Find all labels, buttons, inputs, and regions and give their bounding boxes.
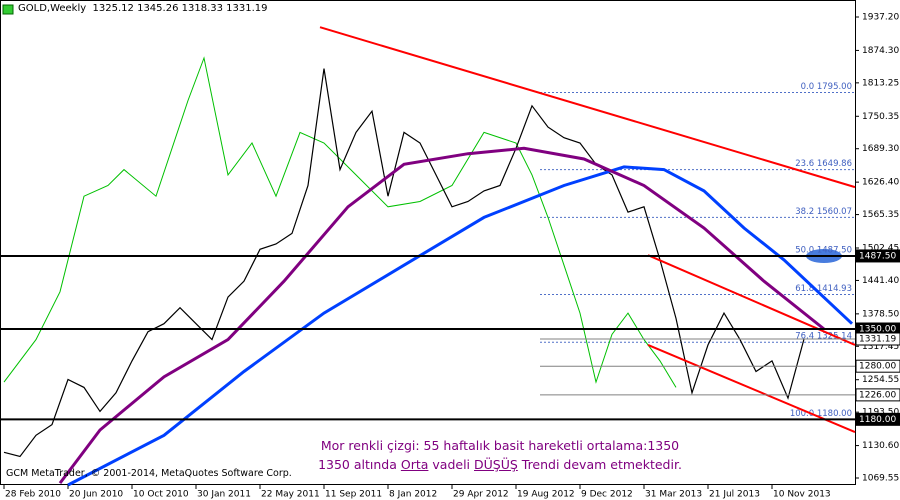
x-tick-label: 8 Jan 2012 bbox=[389, 490, 437, 500]
open: 1325.12 bbox=[92, 3, 134, 14]
x-tick-label: 11 Sep 2011 bbox=[325, 490, 382, 500]
x-tick-label: 19 Aug 2012 bbox=[517, 490, 575, 500]
y-tick-label: 1317.45 bbox=[862, 342, 899, 352]
annotation: Mor renkli çizgi: 55 haftalık basit hare… bbox=[240, 436, 760, 474]
plot-frame bbox=[0, 0, 856, 485]
annotation-line: Mor renkli çizgi: 55 haftalık basit hare… bbox=[320, 438, 680, 453]
y-tick-label: 1565.35 bbox=[862, 210, 899, 220]
text: vadeli bbox=[428, 457, 474, 472]
fib-label: 100.0 1180.00 bbox=[790, 409, 852, 419]
x-tick-label: 10 Nov 2013 bbox=[773, 490, 831, 500]
x-tick-label: 31 Mar 2013 bbox=[645, 490, 702, 500]
level-label-box bbox=[855, 359, 900, 373]
y-tick-label: 1378.50 bbox=[862, 309, 899, 319]
series-line bbox=[58, 146, 825, 485]
level-label: 1180.00 bbox=[859, 415, 896, 425]
y-tick-label: 1130.60 bbox=[862, 441, 899, 451]
y-tick-label: 1254.55 bbox=[862, 375, 899, 385]
fib-label: 61.8 1414.93 bbox=[795, 284, 852, 294]
text: Trendi devam etmektedir. bbox=[517, 457, 682, 472]
symbol: GOLD,Weekly bbox=[18, 3, 87, 14]
x-tick-label: 9 Dec 2012 bbox=[581, 490, 633, 500]
x-tick-label: 20 Jun 2010 bbox=[69, 490, 123, 500]
x-tick-label: 10 Oct 2010 bbox=[133, 490, 189, 500]
level-label: 1331.19 bbox=[859, 334, 896, 344]
level-label-box bbox=[855, 332, 900, 346]
series-line bbox=[67, 165, 854, 487]
low: 1318.33 bbox=[181, 3, 223, 14]
text: DÜŞÜŞ bbox=[474, 457, 518, 472]
trendline bbox=[319, 26, 856, 189]
x-tick-label: 28 Feb 2010 bbox=[5, 490, 61, 500]
symbol-icon bbox=[2, 4, 14, 15]
x-tick-label: 22 May 2011 bbox=[261, 490, 320, 500]
level-label: 1350.00 bbox=[859, 325, 896, 335]
level-label: 1226.00 bbox=[859, 390, 896, 400]
fib-label: 38.2 1560.07 bbox=[795, 207, 852, 217]
y-tick-label: 1193.50 bbox=[862, 408, 899, 418]
y-tick-label: 1502.45 bbox=[862, 243, 899, 253]
fib-label: 0.0 1795.00 bbox=[801, 82, 852, 92]
y-tick-label: 1626.40 bbox=[862, 178, 899, 188]
x-tick-label: 21 Jul 2013 bbox=[709, 490, 760, 500]
fib-label: 50.0 1487.50 bbox=[795, 245, 852, 255]
level-label: 1487.50 bbox=[859, 251, 896, 261]
trendline bbox=[647, 344, 856, 434]
y-tick-label: 1937.20 bbox=[862, 13, 899, 23]
series-line bbox=[3, 56, 677, 388]
header: GOLD,Weekly 1325.12 1345.26 1318.33 1331… bbox=[18, 3, 268, 14]
close: 1331.19 bbox=[226, 3, 268, 14]
level-label-box bbox=[855, 249, 900, 263]
y-tick-label: 1813.25 bbox=[862, 78, 899, 88]
y-tick-label: 1750.35 bbox=[862, 112, 899, 122]
copyright: GCM MetaTrader, © 2001-2014, MetaQuotes … bbox=[6, 468, 292, 479]
y-tick-label: 1874.30 bbox=[862, 46, 899, 56]
fib-label: 23.6 1649.86 bbox=[795, 159, 852, 169]
y-tick-label: 1689.30 bbox=[862, 144, 899, 154]
level-label: 1280.00 bbox=[859, 362, 896, 372]
fib-label: 76.4 1325.14 bbox=[795, 332, 852, 342]
x-tick-label: 29 Apr 2012 bbox=[453, 490, 509, 500]
y-tick-label: 1069.55 bbox=[862, 474, 899, 484]
level-label-box bbox=[855, 412, 900, 426]
series-line bbox=[3, 68, 805, 458]
text: Orta bbox=[400, 457, 429, 472]
x-tick-label: 30 Jan 2011 bbox=[197, 490, 251, 500]
annotation-line: 1350 altında Orta vadeli DÜŞÜŞ Trendi de… bbox=[240, 455, 760, 474]
level-label-box bbox=[855, 388, 900, 402]
text: 1350 altında bbox=[318, 457, 401, 472]
high: 1345.26 bbox=[137, 3, 179, 14]
y-tick-label: 1441.40 bbox=[862, 276, 899, 286]
